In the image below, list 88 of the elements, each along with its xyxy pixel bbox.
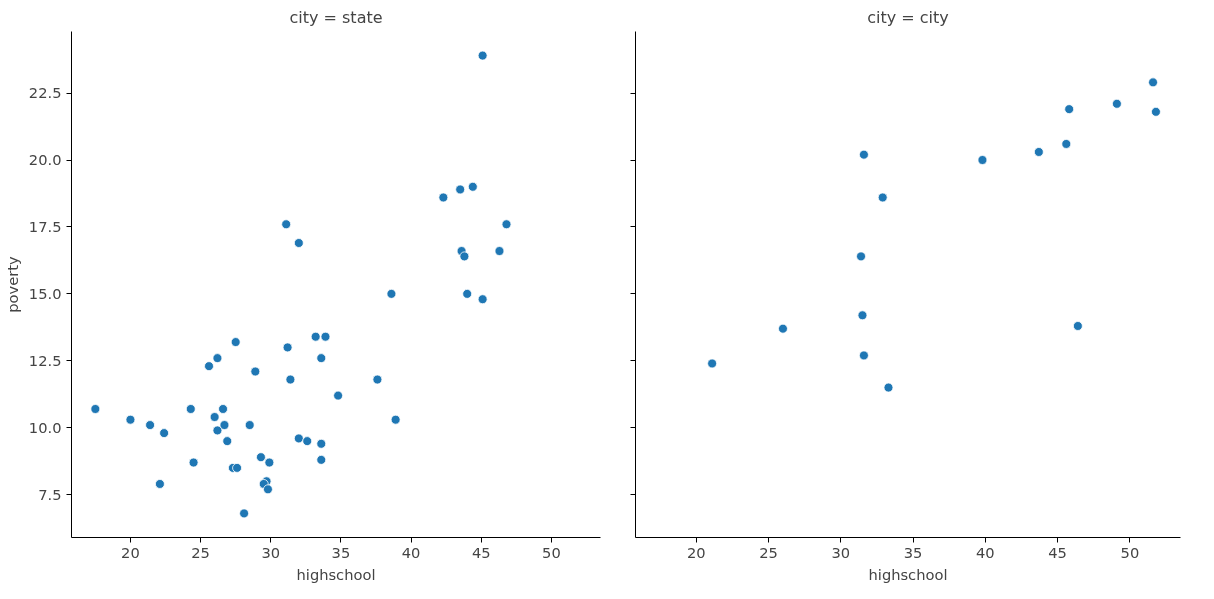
- point: [145, 420, 155, 430]
- y-tick-label: 22.5: [28, 84, 62, 102]
- point: [877, 192, 888, 203]
- x-axis-title: highschool: [296, 565, 376, 583]
- x-axis-title: highschool: [868, 565, 948, 583]
- x-tick-label: 30: [831, 543, 851, 561]
- point: [293, 433, 304, 444]
- x-tick-label: 40: [976, 543, 995, 561]
- point: [285, 374, 296, 385]
- point: [977, 155, 988, 165]
- point: [467, 181, 478, 192]
- y-tick-label: 10.0: [28, 418, 62, 436]
- point: [222, 436, 233, 447]
- x-tick-label: 50: [1120, 543, 1140, 561]
- point: [188, 457, 199, 468]
- point: [293, 238, 304, 248]
- y-tick-label: 7.5: [38, 485, 62, 503]
- point: [302, 436, 313, 447]
- point: [1033, 147, 1044, 157]
- point: [501, 219, 512, 230]
- x-tick-label: 30: [261, 543, 281, 561]
- point: [250, 366, 261, 377]
- x-tick-label: 25: [759, 543, 778, 561]
- point: [372, 374, 383, 385]
- point: [316, 353, 327, 364]
- point: [239, 508, 249, 519]
- point: [125, 414, 136, 425]
- point: [859, 350, 869, 361]
- point: [333, 390, 343, 401]
- point: [281, 219, 292, 230]
- point: [159, 428, 170, 438]
- x-tick-label: 45: [471, 543, 491, 561]
- point: [438, 192, 449, 203]
- point: [477, 50, 488, 61]
- x-tick-label: 20: [686, 543, 706, 561]
- point: [459, 251, 470, 262]
- point: [494, 246, 505, 256]
- point: [212, 353, 223, 364]
- y-tick-label: 17.5: [28, 217, 62, 235]
- x-tick-label: 35: [331, 543, 351, 561]
- point: [1151, 106, 1161, 117]
- point: [1111, 98, 1122, 109]
- point: [462, 288, 473, 299]
- point: [883, 382, 894, 393]
- point: [155, 479, 165, 489]
- chart-title: city = state: [289, 7, 383, 27]
- point: [316, 454, 327, 465]
- x-tick-label: 50: [542, 543, 561, 561]
- point: [230, 337, 241, 347]
- x-tick-label: 40: [401, 543, 421, 561]
- chart-title: city = city: [867, 7, 949, 27]
- point: [1072, 321, 1083, 331]
- point: [455, 184, 466, 195]
- point: [232, 463, 242, 473]
- point: [185, 404, 196, 414]
- point: [263, 484, 273, 495]
- point: [310, 331, 321, 342]
- x-tick-label: 35: [903, 543, 923, 561]
- point: [204, 361, 214, 372]
- point: [1148, 77, 1158, 88]
- y-axis-title: poverty: [3, 255, 21, 313]
- x-tick-label: 25: [191, 543, 210, 561]
- x-tick-label: 45: [1048, 543, 1067, 561]
- point: [856, 251, 866, 262]
- x-tick-label: 20: [121, 543, 140, 561]
- point: [244, 420, 255, 430]
- point: [212, 425, 223, 436]
- point: [218, 404, 228, 414]
- point: [256, 452, 266, 463]
- point: [707, 358, 718, 369]
- point: [320, 331, 331, 342]
- point: [1061, 139, 1072, 149]
- y-tick-label: 15.0: [28, 284, 62, 302]
- point: [219, 420, 230, 430]
- point: [282, 342, 293, 353]
- point: [316, 438, 327, 449]
- point: [1064, 104, 1075, 115]
- point: [264, 457, 275, 468]
- point: [859, 149, 869, 160]
- y-tick-label: 12.5: [28, 351, 62, 369]
- point: [386, 288, 397, 299]
- point: [778, 323, 788, 334]
- point: [477, 294, 488, 305]
- y-tick-label: 20.0: [28, 151, 62, 169]
- point: [857, 310, 868, 321]
- point: [390, 414, 401, 425]
- point: [90, 404, 101, 414]
- point: [209, 412, 220, 422]
